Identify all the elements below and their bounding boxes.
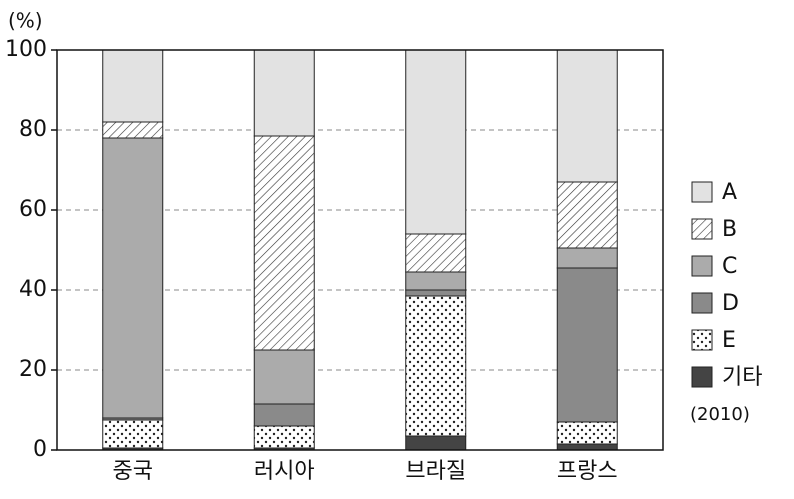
y-tick-label: 0	[33, 437, 47, 462]
x-tick-label: 브라질	[405, 459, 466, 484]
legend-label: E	[722, 328, 736, 353]
y-tick-label: 20	[19, 357, 47, 382]
legend-swatch	[691, 366, 713, 388]
legend-swatch	[691, 181, 713, 203]
plot-frame	[56, 49, 664, 451]
legend-swatch	[691, 218, 713, 240]
bar-segment	[253, 49, 315, 137]
bar-segment	[102, 121, 164, 139]
note: (2010)	[690, 404, 750, 425]
bar-segment	[405, 295, 467, 437]
legend-label: 기타	[722, 365, 762, 390]
x-tick-label: 프랑스	[557, 459, 618, 484]
bar-segment	[405, 271, 467, 291]
y-axis-label: (%)	[8, 9, 43, 33]
bar-segment	[253, 349, 315, 405]
bar-segment	[556, 421, 618, 445]
bar-segment	[102, 419, 164, 449]
bar-segment	[556, 247, 618, 269]
legend-label: D	[722, 291, 739, 316]
bar-segment	[253, 135, 315, 351]
bar-segment	[556, 443, 618, 451]
legend-swatch	[691, 329, 713, 351]
y-tick-label: 80	[19, 117, 47, 142]
bar-segment	[102, 49, 164, 123]
bar-segment	[556, 267, 618, 423]
bar-segment	[253, 403, 315, 427]
bar-segment	[405, 289, 467, 297]
legend-label: C	[722, 254, 737, 279]
bar-segment	[556, 49, 618, 183]
x-tick-label: 러시아	[254, 459, 315, 484]
y-tick-label: 60	[19, 197, 47, 222]
bar-segment	[405, 435, 467, 451]
bar-segment	[405, 49, 467, 235]
x-tick-label: 중국	[113, 459, 153, 484]
legend-swatch	[691, 292, 713, 314]
bar-segment	[102, 137, 164, 419]
legend-swatch	[691, 255, 713, 277]
legend-label: B	[722, 217, 737, 242]
y-tick-label: 100	[5, 37, 47, 62]
legend-label: A	[722, 180, 737, 205]
bar-segment	[556, 181, 618, 249]
bar-segment	[405, 233, 467, 273]
bar-segment	[253, 425, 315, 449]
y-tick-label: 40	[19, 277, 47, 302]
